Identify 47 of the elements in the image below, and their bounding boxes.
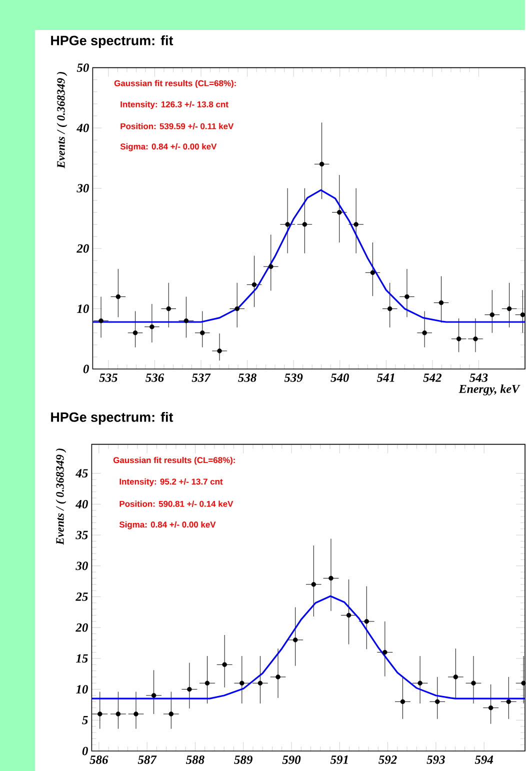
x-tick-label: 586 <box>90 756 108 764</box>
x-tick-label: 588 <box>186 756 204 764</box>
annotation: Position: 590.81 +/- 0.14 keV <box>120 500 234 507</box>
y-tick-label: 20 <box>76 623 88 632</box>
x-tick-label: 543 <box>470 374 488 382</box>
x-tick-label: 539 <box>284 374 303 382</box>
annotation: Gaussian fit results (CL=68%): <box>114 456 236 465</box>
x-tick-label: 540 <box>330 374 350 382</box>
x-axis-title: Energy, keV <box>458 384 520 396</box>
annotation: Intensity: 95.2 +/- 13.7 cnt <box>120 478 223 486</box>
y-tick-label: 45 <box>76 469 88 478</box>
y-axis-title: Events / ( 0.368349 ) <box>56 72 68 168</box>
y-tick-label: 30 <box>76 562 88 570</box>
y-tick-label: 10 <box>77 304 90 313</box>
y-tick-label: 0 <box>84 364 90 374</box>
y-axis-title: Events / ( 0.368349 ) <box>56 448 66 545</box>
x-tick-label: 541 <box>377 374 394 382</box>
y-tick-label: 5 <box>82 716 88 724</box>
chart-title: HPGe spectrum: fit <box>51 35 174 48</box>
y-tick-label: 35 <box>76 530 88 540</box>
x-tick-label: 536 <box>146 374 164 382</box>
x-tick-label: 538 <box>238 374 257 382</box>
y-tick-label: 40 <box>76 124 90 132</box>
x-tick-label: 592 <box>378 756 397 764</box>
annotation: Sigma: 0.84 +/- 0.00 keV <box>120 521 216 530</box>
x-tick-label: 537 <box>192 374 211 382</box>
x-tick-label: 594 <box>475 756 494 764</box>
y-tick-label: 10 <box>76 685 88 694</box>
annotation: Sigma: 0.84 +/- 0.00 keV <box>120 143 217 152</box>
annotation: Position: 539.59 +/- 0.11 keV <box>120 123 234 130</box>
y-tick-label: 15 <box>76 654 88 663</box>
y-tick-label: 25 <box>76 592 88 601</box>
annotation: Gaussian fit results (CL=68%): <box>114 80 236 88</box>
x-tick-label: 535 <box>99 374 118 382</box>
x-tick-label: 589 <box>234 756 253 764</box>
annotation: Intensity: 126.3 +/- 13.8 cnt <box>120 101 228 110</box>
x-tick-label: 593 <box>426 756 446 764</box>
x-tick-label: 542 <box>423 374 442 382</box>
x-tick-label: 587 <box>138 756 157 764</box>
y-tick-label: 30 <box>76 184 90 192</box>
y-tick-label: 40 <box>76 500 88 508</box>
chart-title: HPGe spectrum: fit <box>51 412 174 425</box>
x-tick-label: 590 <box>282 756 301 764</box>
x-tick-label: 591 <box>330 756 348 764</box>
y-tick-label: 0 <box>82 746 88 756</box>
y-tick-label: 20 <box>76 244 90 253</box>
y-tick-label: 50 <box>76 64 90 72</box>
